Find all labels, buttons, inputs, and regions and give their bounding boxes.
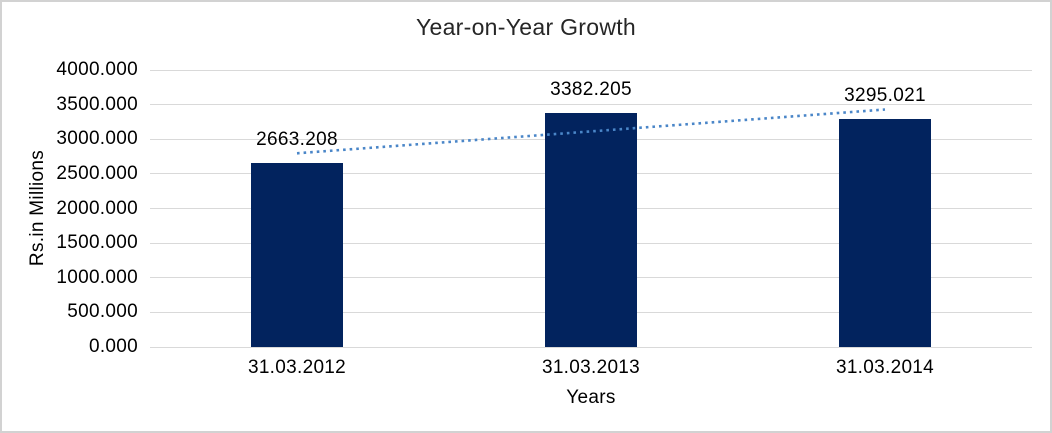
x-category-label: 31.03.2013 [541, 357, 641, 378]
bar [251, 162, 343, 347]
gridline [150, 346, 1032, 348]
bar [839, 118, 931, 347]
x-axis-title: Years [566, 387, 616, 408]
bar-data-label: 2663.208 [256, 128, 338, 150]
y-axis-tick-labels: 0.000 500.000 1000.000 1500.000 2000.000 2500… [2, 59, 138, 357]
bar-data-label: 3382.205 [550, 78, 632, 100]
y-tick-label: 3500.000 [56, 93, 138, 115]
gridline [150, 69, 1032, 71]
bar [545, 112, 637, 347]
gridline [150, 104, 1032, 106]
trendline-line [296, 108, 886, 155]
x-category-label: 31.03.2012 [247, 357, 347, 378]
y-tick-label: 2500.000 [56, 162, 138, 184]
bar-data-label: 3295.021 [844, 84, 926, 106]
y-tick-label: 2000.000 [56, 197, 138, 219]
y-tick-label: 500.000 [67, 301, 138, 323]
chart-title: Year-on-Year Growth [415, 14, 637, 40]
y-tick-label: 0.000 [88, 336, 138, 357]
plot-area: 2663.208 3382.205 3295.021 [150, 69, 1032, 348]
x-category-label: 31.03.2014 [835, 357, 935, 378]
y-tick-label: 1000.000 [56, 266, 138, 288]
y-tick-label: 4000.000 [56, 59, 138, 80]
y-tick-label: 1500.000 [56, 232, 138, 254]
trendline [296, 108, 886, 155]
y-tick-label: 3000.000 [56, 128, 138, 150]
